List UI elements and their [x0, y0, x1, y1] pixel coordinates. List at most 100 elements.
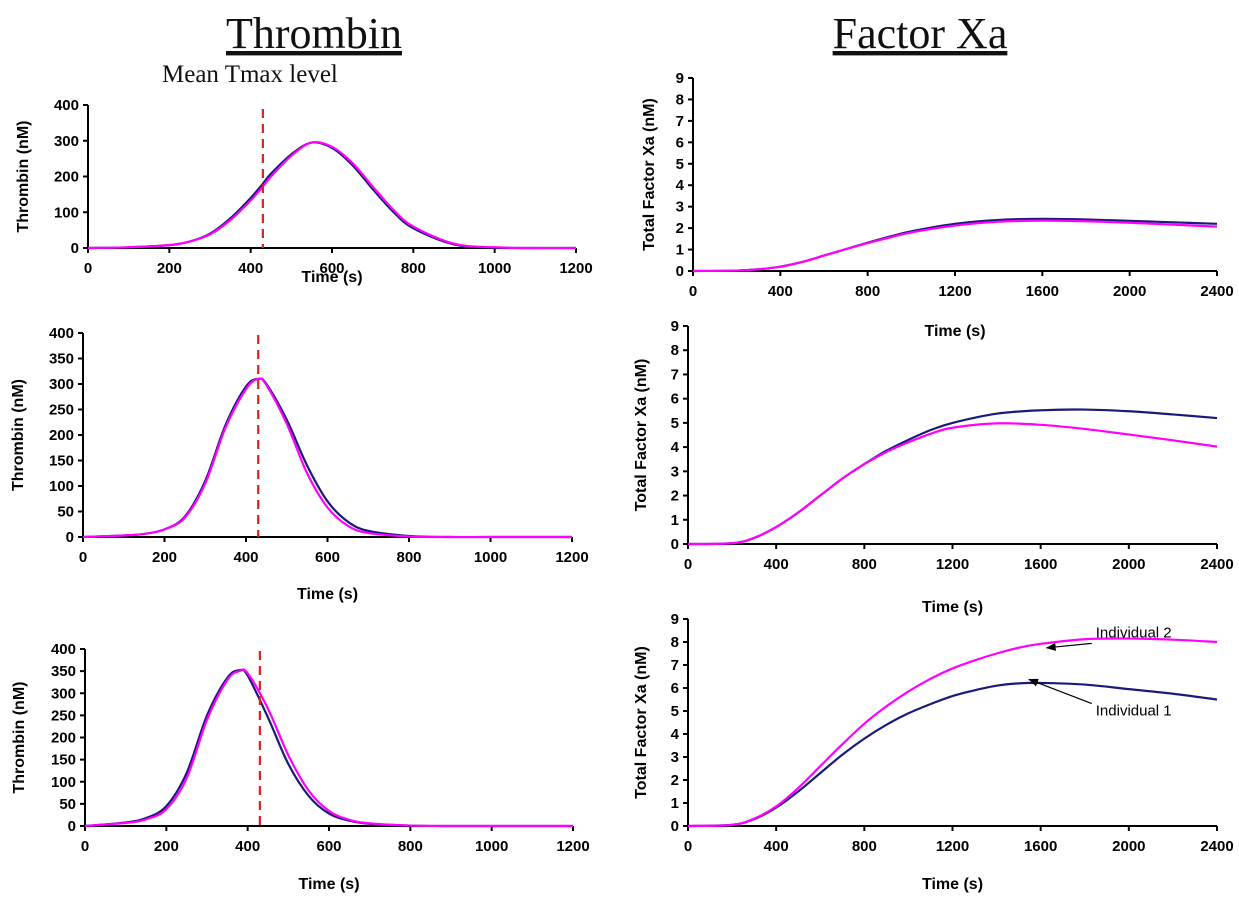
x-tick-label: 800: [401, 260, 426, 277]
y-tick-label: 1: [676, 242, 684, 259]
x-tick-label: 200: [157, 260, 182, 277]
y-tick-label: 7: [676, 113, 684, 130]
x-tick-label: 800: [398, 838, 423, 855]
factor-xa-chart-3: 0 1 2 3 4 5 6 7 8 9 0 400 800 1200 1600 2000 2400 Time (s…: [633, 611, 1234, 893]
y-tick-label: 5: [671, 415, 679, 432]
y-tick-label: 350: [51, 663, 76, 680]
x-tick-label: 400: [764, 556, 789, 573]
label-individual-1: Individual 1: [1096, 703, 1172, 720]
y-tick-label: 4: [676, 177, 685, 194]
x-tick-label: 0: [684, 838, 692, 855]
x-tick-label: 400: [768, 283, 793, 300]
x-tick-label: 0: [81, 838, 89, 855]
x-axis-label: Time (s): [922, 876, 983, 893]
y-axis-label: Total Factor Xa (nM): [641, 98, 658, 251]
y-tick-label: 200: [51, 730, 76, 747]
series-line-individual-2: [84, 668, 573, 828]
y-tick-label: 0: [71, 240, 79, 257]
y-tick-label: 8: [671, 634, 679, 651]
y-tick-label: 8: [671, 342, 679, 359]
arrow-individual-1: [1028, 678, 1092, 705]
y-tick-label: 4: [671, 726, 680, 743]
x-tick-label: 2400: [1200, 556, 1233, 573]
x-tick-label: 0: [684, 556, 692, 573]
y-tick-label: 0: [676, 263, 684, 280]
arrow-individual-2: [1045, 642, 1092, 651]
y-tick-label: 2: [671, 772, 679, 789]
x-tick-label: 2400: [1200, 283, 1233, 300]
x-tick-label: 1200: [555, 549, 588, 566]
y-tick-label: 250: [51, 707, 76, 724]
label-individual-2: Individual 2: [1096, 624, 1172, 641]
thrombin-column-title: Thrombin: [226, 9, 402, 58]
y-tick-label: 5: [676, 156, 684, 173]
y-tick-label: 6: [671, 680, 679, 697]
y-tick-label: 3: [671, 749, 679, 766]
y-axis-label: Total Factor Xa (nM): [633, 646, 650, 799]
x-tick-label: 400: [238, 260, 263, 277]
y-tick-label: 9: [671, 611, 679, 628]
x-tick-label: 600: [319, 260, 344, 277]
y-tick-label: 150: [51, 752, 76, 769]
x-tick-label: 1600: [1024, 838, 1057, 855]
y-tick-label: 9: [676, 70, 684, 87]
x-tick-label: 2000: [1113, 283, 1146, 300]
y-tick-label: 50: [59, 796, 76, 813]
x-tick-label: 1200: [938, 283, 971, 300]
y-tick-label: 0: [66, 529, 74, 546]
y-tick-label: 300: [49, 376, 74, 393]
y-tick-label: 50: [57, 504, 74, 521]
x-tick-label: 600: [315, 549, 340, 566]
y-tick-label: 4: [671, 439, 680, 456]
y-tick-label: 350: [49, 351, 74, 368]
y-tick-label: 0: [671, 536, 679, 553]
x-tick-label: 200: [152, 549, 177, 566]
y-tick-label: 1: [671, 512, 679, 529]
y-tick-label: 8: [676, 91, 684, 108]
y-tick-label: 400: [49, 325, 74, 342]
y-tick-label: 200: [54, 169, 79, 186]
y-tick-label: 250: [49, 402, 74, 419]
thrombin-chart-2: 0 50 100 150 200 250 300 350 400 0 200 400 600 800 100…: [10, 325, 589, 603]
x-tick-label: 1200: [936, 556, 969, 573]
x-axis-label: Time (s): [301, 269, 362, 286]
x-tick-label: 800: [855, 283, 880, 300]
y-tick-label: 0: [671, 818, 679, 835]
x-tick-label: 800: [852, 556, 877, 573]
x-tick-label: 1200: [936, 838, 969, 855]
y-axis-label: Thrombin (nM): [10, 379, 27, 491]
series-line-individual-2: [687, 422, 1218, 546]
x-tick-label: 800: [396, 549, 421, 566]
y-tick-label: 0: [68, 818, 76, 835]
x-tick-label: 1600: [1024, 556, 1057, 573]
y-tick-label: 100: [54, 204, 79, 221]
x-tick-label: 1200: [556, 838, 589, 855]
factor-xa-chart-2: 0 1 2 3 4 5 6 7 8 9 0 400 800 1200 1600 2000 2400 Time (s…: [633, 318, 1234, 616]
y-tick-label: 2: [676, 220, 684, 237]
y-tick-label: 3: [676, 199, 684, 216]
x-tick-label: 400: [233, 549, 258, 566]
y-tick-label: 7: [671, 657, 679, 674]
x-axis-label: Time (s): [298, 876, 359, 893]
x-axis-label: Time (s): [922, 599, 983, 616]
series-line-individual-2: [687, 637, 1218, 828]
tmax-annotation: Mean Tmax level: [162, 61, 338, 88]
x-tick-label: 0: [84, 260, 92, 277]
x-tick-label: 400: [764, 838, 789, 855]
x-tick-label: 600: [316, 838, 341, 855]
y-tick-label: 100: [51, 774, 76, 791]
y-tick-label: 300: [54, 133, 79, 150]
y-tick-label: 200: [49, 427, 74, 444]
y-axis-label: Total Factor Xa (nM): [633, 359, 650, 512]
x-tick-label: 0: [689, 283, 697, 300]
series-line-individual-1: [692, 217, 1218, 273]
y-axis-label: Thrombin (nM): [15, 121, 32, 233]
y-tick-label: 1: [671, 795, 679, 812]
series-line-individual-1: [82, 377, 572, 539]
factor-xa-chart-1: 0 1 2 3 4 5 6 7 8 9 0 400 800 1200 1600 2000 2400 Time (s…: [641, 70, 1234, 340]
y-tick-label: 400: [54, 97, 79, 114]
x-tick-label: 400: [235, 838, 260, 855]
y-axis-label: Thrombin (nM): [11, 682, 28, 794]
y-tick-label: 5: [671, 703, 679, 720]
